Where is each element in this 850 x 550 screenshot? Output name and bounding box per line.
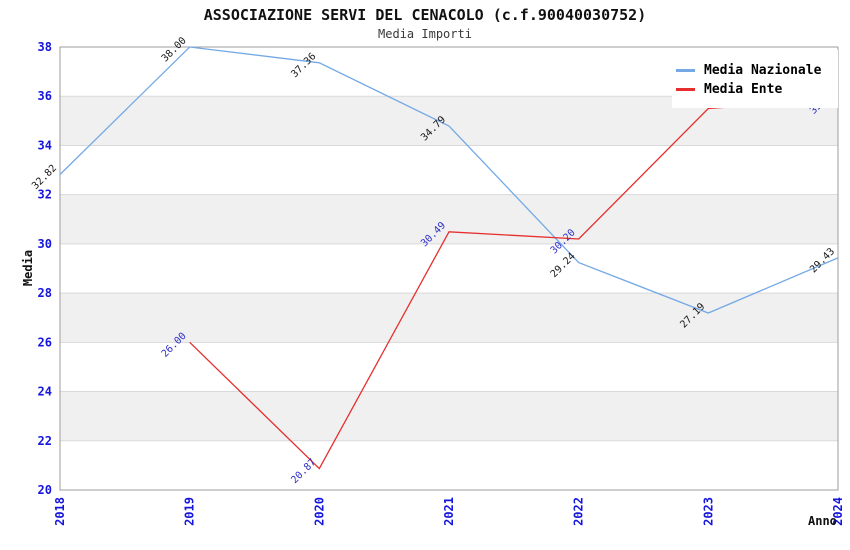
y-tick-label: 34 [38,138,52,152]
y-tick-label: 36 [38,89,52,103]
x-tick-label: 2021 [442,497,456,526]
x-tick-label: 2022 [572,497,586,526]
legend-item-media-nazionale: Media Nazionale [676,61,838,80]
x-axis-title: Anno [808,514,837,528]
line-swatch-red-icon [676,88,695,91]
point-label: 38.00 [160,35,189,64]
y-tick-label: 28 [38,286,52,300]
plot-border [59,46,839,491]
series-line-media-nazionale [59,46,839,314]
point-label: 37.36 [289,51,318,80]
x-tick-label: 2019 [183,497,197,526]
legend-item-media-ente: Media Ente [676,80,838,99]
y-axis-title: Media [21,249,35,287]
legend-label: Media Ente [704,82,783,97]
x-tick-label: 2018 [53,497,67,526]
plot-band [60,293,838,343]
legend: Media Nazionale Media Ente [672,50,838,108]
y-tick-label: 22 [38,434,52,448]
point-label: 20.87 [289,457,318,486]
x-tick-label: 2023 [701,497,715,526]
plot-band [60,194,838,244]
chart-title: ASSOCIAZIONE SERVI DEL CENACOLO (c.f.900… [203,6,647,24]
chart-subtitle: Media Importi [378,27,472,41]
x-tick-label: 2020 [312,497,326,526]
y-tick-label: 38 [38,40,52,54]
y-tick-label: 24 [38,385,52,399]
y-tick-label: 32 [38,188,52,202]
y-tick-label: 30 [38,237,52,251]
point-label: 29.24 [549,251,578,280]
x-tick-label: 2024 [831,497,845,526]
y-tick-label: 20 [38,483,52,497]
legend-label: Media Nazionale [704,63,822,78]
line-swatch-blue-icon [676,69,695,72]
y-tick-label: 26 [38,335,52,349]
plot-band [60,391,838,441]
